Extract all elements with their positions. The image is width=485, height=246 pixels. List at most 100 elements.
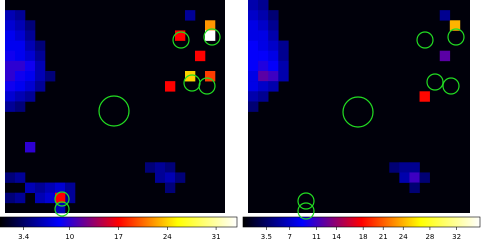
pixel xyxy=(5,172,16,183)
pixel xyxy=(278,71,289,82)
pixel xyxy=(15,172,26,183)
pixel xyxy=(15,40,26,52)
pixel xyxy=(35,71,46,82)
region xyxy=(447,28,465,46)
pixel xyxy=(185,10,196,21)
pixel xyxy=(258,50,269,62)
pixel xyxy=(268,71,279,82)
pixel xyxy=(399,162,410,173)
pixel xyxy=(258,81,269,92)
pixel xyxy=(65,182,76,194)
colorbar-tick-label: 11 xyxy=(312,233,321,241)
pixel xyxy=(15,60,26,72)
image-background xyxy=(5,0,225,213)
pixel xyxy=(165,81,176,92)
pixel xyxy=(25,50,36,62)
colorbar-tick-label: 7 xyxy=(287,233,291,241)
colorbar-tick-label: 31 xyxy=(212,233,221,241)
regions xyxy=(54,28,465,220)
pixel xyxy=(25,30,36,41)
pixel xyxy=(5,91,16,102)
region xyxy=(54,191,70,207)
pixel xyxy=(409,162,420,173)
pixel xyxy=(55,202,66,214)
colorbar-tick-label: 3.5 xyxy=(261,233,272,241)
pixel xyxy=(248,40,259,52)
pixel xyxy=(449,20,461,31)
region xyxy=(426,73,444,91)
pixel xyxy=(35,81,46,92)
colorbar-tick-label: 24 xyxy=(163,233,172,241)
pixel xyxy=(195,50,206,62)
pixel xyxy=(268,30,279,41)
pixel xyxy=(55,182,66,194)
pixel xyxy=(205,20,216,31)
pixel xyxy=(258,30,269,41)
pixel xyxy=(155,162,166,173)
pixel xyxy=(35,60,46,72)
pixel xyxy=(5,192,16,204)
pixel xyxy=(45,71,56,82)
pixel xyxy=(248,81,259,92)
pixel xyxy=(5,81,16,92)
region xyxy=(342,96,374,128)
pixel xyxy=(5,50,16,62)
colorbar-tick-label: 24 xyxy=(399,233,408,241)
image-background xyxy=(248,0,470,213)
pixel xyxy=(268,81,279,92)
pixel xyxy=(25,182,36,194)
pixel xyxy=(248,20,259,31)
pixel xyxy=(248,10,259,21)
panel-left: 3.4 10 17 24 31 xyxy=(0,0,238,241)
pixel xyxy=(15,91,26,102)
pixel xyxy=(205,30,216,41)
region xyxy=(54,201,70,217)
pixel xyxy=(25,60,36,72)
pixel xyxy=(248,0,259,11)
pixel xyxy=(15,71,26,82)
pixel xyxy=(165,172,176,183)
pixel xyxy=(399,172,410,183)
pixel xyxy=(5,20,16,31)
pixel xyxy=(65,192,76,204)
pixel xyxy=(258,10,269,21)
pixel xyxy=(439,50,451,62)
region xyxy=(203,28,221,46)
pixel xyxy=(419,172,430,183)
pixel xyxy=(35,192,46,204)
pixel xyxy=(5,60,16,72)
colorbar-tick-label: 18 xyxy=(359,233,368,241)
pixel xyxy=(248,71,259,82)
pixel xyxy=(25,81,36,92)
colorbar-tick-label: 32 xyxy=(452,233,461,241)
pixel xyxy=(278,40,289,52)
pixel xyxy=(25,91,36,102)
pixel xyxy=(248,91,259,102)
pixel xyxy=(165,182,176,194)
colorbar-tick-label: 17 xyxy=(114,233,123,241)
pixel xyxy=(35,50,46,62)
pixel xyxy=(439,10,451,21)
pixel xyxy=(15,10,26,21)
pixel xyxy=(409,182,420,194)
region xyxy=(442,77,460,95)
pixel xyxy=(145,162,156,173)
pixel xyxy=(278,50,289,62)
pixel xyxy=(389,162,400,173)
colorbar xyxy=(0,216,238,228)
pixel xyxy=(25,71,36,82)
pixel xyxy=(268,60,279,72)
pixel xyxy=(258,60,269,72)
pixel xyxy=(5,101,16,112)
pixel xyxy=(25,20,36,31)
colorbar-tick-label: 3.4 xyxy=(18,233,30,241)
region xyxy=(297,192,315,210)
pixel xyxy=(409,172,420,183)
colorbar xyxy=(242,216,481,228)
pixel xyxy=(258,91,269,102)
pixel xyxy=(15,20,26,31)
pixel xyxy=(15,192,26,204)
pixel xyxy=(248,101,259,112)
colorbar-tick-label: 14 xyxy=(332,233,341,241)
